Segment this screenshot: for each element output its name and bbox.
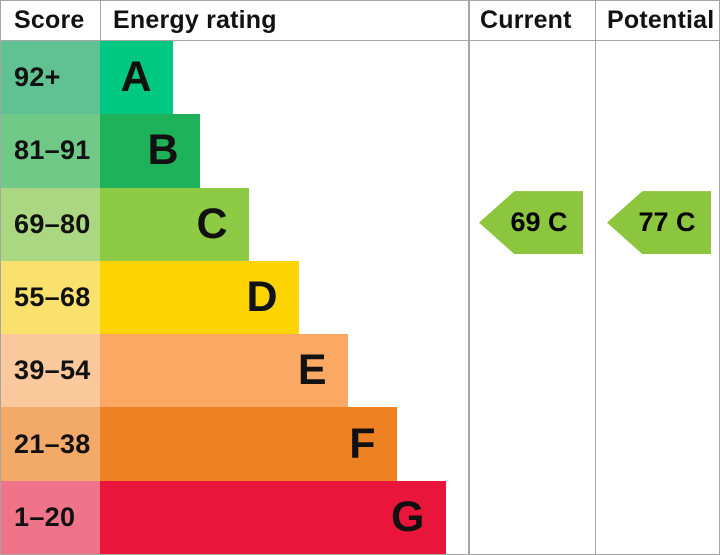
epc-band-row-b: 81–91 B: [1, 114, 719, 188]
current-column-header: Current: [480, 5, 572, 34]
band-bar-f: F: [99, 407, 397, 481]
potential-column-header: Potential: [607, 5, 715, 34]
score-column-header: Score: [14, 5, 85, 34]
band-bar-d: D: [99, 260, 299, 335]
band-letter: C: [196, 199, 228, 248]
band-score-range: 39–54: [1, 334, 100, 408]
band-score-range: 92+: [1, 41, 100, 115]
band-bar-e: E: [99, 334, 348, 408]
band-letter: G: [391, 492, 425, 541]
current-potential-divider-line: [594, 1, 596, 554]
band-score-range: 55–68: [1, 260, 100, 335]
band-score-range: 21–38: [1, 407, 100, 481]
rating-current-divider-line: [468, 1, 470, 554]
band-letter: E: [297, 346, 327, 395]
epc-band-row-e: 39–54 E: [1, 334, 719, 408]
epc-band-row-c: 69–80 C: [1, 187, 719, 261]
band-letter: A: [120, 53, 152, 102]
band-bar-g: G: [99, 480, 446, 554]
potential-rating-arrow: 77 C: [607, 191, 711, 255]
epc-band-row-f: 21–38 F: [1, 407, 719, 481]
band-score-range: 69–80: [1, 187, 100, 261]
epc-band-row-d: 55–68 D: [1, 260, 719, 335]
current-rating-label: 69 C: [510, 207, 568, 238]
epc-band-rows: 92+ A 81–91 B 69–80 C 55–68 D 39–54 E 21–38 F 1–20 G: [1, 41, 719, 554]
energy-rating-column-header: Energy rating: [113, 5, 277, 34]
header-divider-line: [1, 39, 719, 41]
band-letter: D: [246, 272, 278, 321]
potential-rating-label: 77 C: [638, 207, 696, 238]
band-score-range: 81–91: [1, 114, 100, 188]
band-bar-c: C: [99, 187, 249, 261]
band-bar-b: B: [99, 114, 200, 188]
score-rating-divider-line: [99, 1, 101, 40]
epc-band-row-a: 92+ A: [1, 41, 719, 115]
band-bar-a: A: [99, 41, 173, 115]
band-score-range: 1–20: [1, 480, 100, 554]
band-letter: F: [349, 419, 376, 468]
band-letter: B: [147, 126, 179, 175]
epc-band-row-g: 1–20 G: [1, 480, 719, 554]
